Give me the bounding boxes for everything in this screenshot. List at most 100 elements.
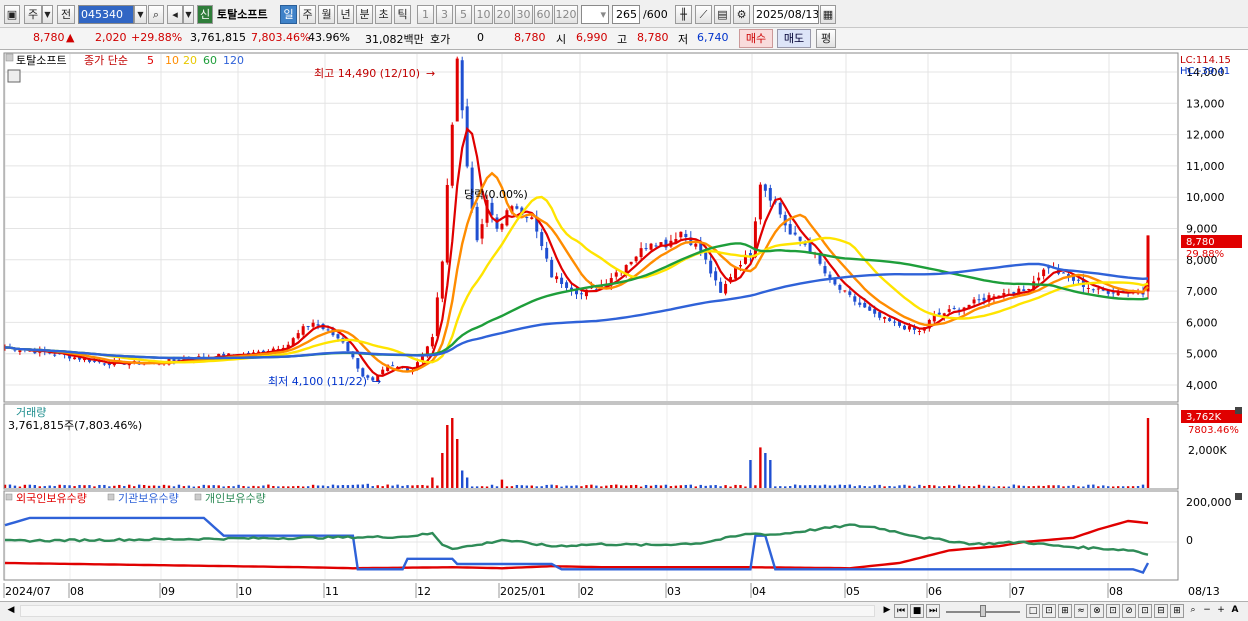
date-input[interactable]: 2025/08/13: [753, 5, 819, 24]
candle-body: [222, 353, 226, 357]
tool-g-icon[interactable]: ⊘: [1122, 604, 1136, 618]
tool-b-icon[interactable]: ⊡: [1042, 604, 1056, 618]
count-input[interactable]: 265: [612, 5, 640, 24]
save-icon[interactable]: ▤: [714, 5, 731, 24]
volume-bar: [525, 485, 529, 488]
minute-1-button[interactable]: 1: [417, 5, 434, 24]
period-week-tab[interactable]: 주: [299, 5, 316, 24]
scroll-right-icon[interactable]: ▶: [883, 605, 891, 615]
minute-10-button[interactable]: 10: [474, 5, 493, 24]
minute-30-button[interactable]: 30: [514, 5, 533, 24]
candle-body: [992, 296, 996, 298]
close-holding-icon[interactable]: [1235, 493, 1242, 500]
volume-bar: [903, 484, 906, 488]
tool-h-icon[interactable]: ⊡: [1138, 604, 1152, 618]
candle-body: [1022, 289, 1026, 292]
volume-bar: [570, 485, 573, 488]
close-volume-icon[interactable]: [1235, 407, 1242, 414]
scroll-left-icon[interactable]: ◀: [7, 605, 15, 615]
buy-button[interactable]: 매수: [739, 29, 773, 48]
zoom-thumb[interactable]: [980, 605, 986, 617]
volume-bar: [242, 486, 245, 488]
stop-icon[interactable]: ■: [910, 604, 924, 618]
first-page-icon[interactable]: ⏮: [894, 604, 908, 618]
tool-j-icon[interactable]: ⊞: [1170, 604, 1184, 618]
code-dropdown-icon[interactable]: ▼: [134, 5, 147, 24]
candle-body: [470, 167, 474, 209]
x-axis-label: 05: [846, 585, 860, 598]
interval-select[interactable]: ▾: [581, 5, 609, 24]
tool-f-icon[interactable]: ⊡: [1106, 604, 1120, 618]
gear-icon[interactable]: ⚙: [733, 5, 750, 24]
tool-e-icon[interactable]: ⊗: [1090, 604, 1104, 618]
volume-bar: [436, 485, 439, 488]
candle-body: [490, 202, 494, 216]
change-percent: +29.88%: [131, 31, 183, 44]
layout-icon[interactable]: ▣: [4, 5, 20, 24]
speaker-dropdown-icon[interactable]: ▼: [183, 5, 194, 24]
volume-bar: [495, 486, 499, 488]
period-month-tab[interactable]: 월: [318, 5, 335, 24]
period-second-tab[interactable]: 초: [375, 5, 392, 24]
auto-scale-icon[interactable]: A: [1231, 605, 1239, 615]
period-day-tab[interactable]: 일: [280, 5, 297, 24]
type-select[interactable]: 주: [24, 5, 42, 24]
lc-label: LC:114.15: [1180, 55, 1231, 66]
last-page-icon[interactable]: ⏭: [926, 604, 940, 618]
search-icon[interactable]: ⌕: [148, 5, 164, 24]
volume-bar: [58, 484, 61, 488]
stock-chart[interactable]: 14,000 13,000 12,000 11,000 10,000 9,000 8,000…: [0, 50, 1248, 621]
prev-button[interactable]: 전: [57, 5, 75, 24]
table-toggle-icon[interactable]: [7, 69, 21, 83]
period-minute-tab[interactable]: 분: [356, 5, 373, 24]
candle-body: [734, 267, 738, 279]
scrollbar-track[interactable]: [20, 605, 875, 617]
volume-value: 3,761,815: [190, 31, 246, 44]
minute-20-button[interactable]: 20: [494, 5, 513, 24]
minute-60-button[interactable]: 60: [534, 5, 553, 24]
candle-body: [296, 333, 300, 339]
candle-body: [729, 277, 733, 283]
volume-bar: [162, 484, 166, 488]
period-tick-tab[interactable]: 틱: [394, 5, 411, 24]
code-input[interactable]: 045340: [78, 5, 134, 24]
draw-line-icon[interactable]: ⟋: [695, 5, 712, 24]
volume-bar: [301, 486, 305, 488]
tool-d-icon[interactable]: ≈: [1074, 604, 1088, 618]
candle-body: [560, 277, 564, 284]
tool-c-icon[interactable]: ⊞: [1058, 604, 1072, 618]
calendar-icon[interactable]: ▦: [820, 5, 836, 24]
period-year-tab[interactable]: 년: [337, 5, 354, 24]
minute-120-button[interactable]: 120: [554, 5, 578, 24]
candle-body: [843, 290, 847, 292]
tool-i-icon[interactable]: ⊟: [1154, 604, 1168, 618]
volume-bar: [565, 485, 568, 488]
sell-button[interactable]: 매도: [777, 29, 811, 48]
last-price-pct: 29.88%: [1186, 249, 1224, 260]
chevron-down-icon[interactable]: ▼: [42, 5, 53, 24]
x-axis-label: 12: [417, 585, 431, 598]
candle-icon[interactable]: ╫: [675, 5, 692, 24]
minute-3-button[interactable]: 3: [436, 5, 453, 24]
open-label: 시: [556, 33, 567, 46]
candle-body: [758, 184, 762, 220]
zoom-search-icon[interactable]: ⌕: [1190, 605, 1196, 615]
tool-a-icon[interactable]: □: [1026, 604, 1040, 618]
zoom-out-icon[interactable]: −: [1203, 605, 1211, 615]
turnover-rate: 43.96%: [308, 31, 350, 44]
volume-bar: [639, 486, 643, 488]
zoom-in-icon[interactable]: +: [1217, 605, 1225, 615]
candle-body: [545, 247, 549, 259]
volume-bar: [441, 453, 444, 488]
candle-body: [430, 337, 434, 347]
candle-body: [768, 188, 772, 201]
volume-bar: [1017, 485, 1020, 488]
minute-5-button[interactable]: 5: [455, 5, 472, 24]
volume-bar: [883, 486, 886, 488]
volume-bar: [212, 485, 215, 488]
price-panel-frame: [3, 52, 1179, 403]
avg-button[interactable]: 평: [816, 29, 836, 48]
candle-body: [788, 224, 792, 235]
speaker-icon[interactable]: ◂: [167, 5, 183, 24]
volume-bar: [784, 486, 787, 488]
